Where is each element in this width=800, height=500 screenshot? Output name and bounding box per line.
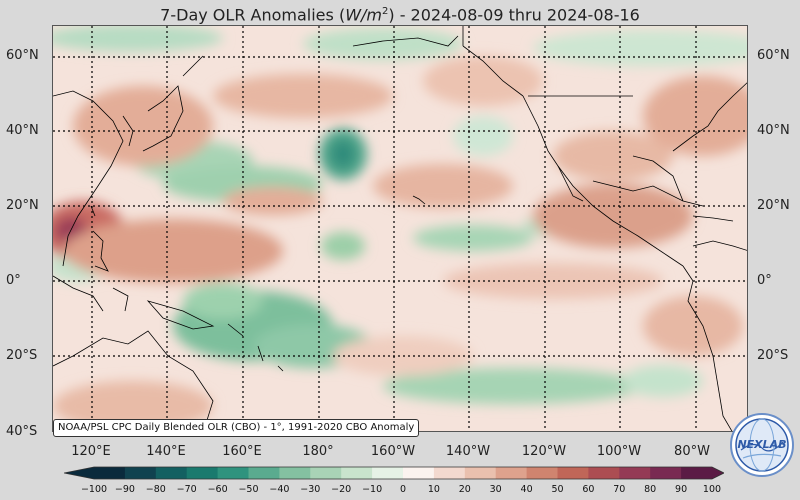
colorbar-tick-label: −60 xyxy=(207,484,228,495)
lat-label-eq-right: 0° xyxy=(757,273,772,288)
colorbar-tick-label: −20 xyxy=(331,484,352,495)
lon-label-180: 180° xyxy=(302,444,334,459)
anomaly-blobs xyxy=(53,26,747,431)
colorbar-segment xyxy=(526,467,558,479)
colorbar-tick-label: −50 xyxy=(238,484,259,495)
lat-label-40n-left: 40°N xyxy=(6,123,39,138)
colorbar-segment xyxy=(310,467,342,479)
colorbar-tick-label: 100 xyxy=(702,484,722,495)
lat-label-40n-right: 40°N xyxy=(757,123,790,138)
colorbar-tick-label: 20 xyxy=(458,484,471,495)
coastlines xyxy=(53,26,747,431)
colorbar-tick-label: −70 xyxy=(176,484,197,495)
colorbar-extend-high xyxy=(712,467,724,479)
lon-label-120w: 120°W xyxy=(521,444,567,459)
colorbar-tick-label: 80 xyxy=(644,484,657,495)
colorbar-segment xyxy=(588,467,620,479)
colorbar-tick-label: −10 xyxy=(362,484,383,495)
colorbar-tick-label: 0 xyxy=(399,484,407,495)
lon-label-120e: 120°E xyxy=(71,444,111,459)
lat-label-60n-right: 60°N xyxy=(757,48,790,63)
colorbar-tick-label: −80 xyxy=(145,484,166,495)
colorbar-segment xyxy=(279,467,311,479)
olr-anomaly-map xyxy=(52,25,748,432)
colorbar-tick-label: 90 xyxy=(675,484,688,495)
colorbar-segment xyxy=(372,467,404,479)
lat-label-20s-right: 20°S xyxy=(757,348,789,363)
colorbar-segment xyxy=(403,467,435,479)
colorbar-segment xyxy=(248,467,280,479)
colorbar-segment xyxy=(681,467,713,479)
lon-label-80w: 80°W xyxy=(674,444,710,459)
colorbar-tick-label: −100 xyxy=(80,484,108,495)
lat-label-60n-left: 60°N xyxy=(6,48,39,63)
colorbar-segment xyxy=(217,467,249,479)
colorbar-segment xyxy=(650,467,682,479)
nexlab-globe-logo: NEXLAB xyxy=(730,413,794,477)
colorbar-tick-label: 40 xyxy=(520,484,533,495)
lat-label-20s-left: 20°S xyxy=(6,348,38,363)
colorbar-extend-low xyxy=(64,467,94,479)
lat-label-eq-left: 0° xyxy=(6,273,21,288)
colorbar-tick-label: 30 xyxy=(489,484,502,495)
anomaly-field xyxy=(53,26,747,431)
map-title: 7-Day OLR Anomalies (W/m2) - 2024-08-09 … xyxy=(160,5,640,25)
colorbar-segment xyxy=(464,467,497,479)
colorbar-segment xyxy=(433,467,466,479)
colorbar-tick-label: −30 xyxy=(300,484,321,495)
colorbar-tick-label: −90 xyxy=(114,484,135,495)
colorbar-segment xyxy=(619,467,651,479)
lon-label-160w: 160°W xyxy=(370,444,416,459)
data-source-note: NOAA/PSL CPC Daily Blended OLR (CBO) - 1… xyxy=(53,419,420,437)
colorbar xyxy=(64,466,724,480)
lat-label-40s-left: 40°S xyxy=(6,424,38,439)
grid-lines xyxy=(53,26,747,431)
lon-label-100w: 100°W xyxy=(596,444,642,459)
colorbar-tick-label: −40 xyxy=(269,484,290,495)
lat-label-20n-left: 20°N xyxy=(6,198,39,213)
lat-label-20n-right: 20°N xyxy=(757,198,790,213)
lon-label-140e: 140°E xyxy=(146,444,186,459)
colorbar-tick-label: 50 xyxy=(551,484,564,495)
colorbar-tick-label: 10 xyxy=(427,484,440,495)
colorbar-segment xyxy=(341,467,373,479)
colorbar-segment xyxy=(94,467,126,479)
logo-text: NEXLAB xyxy=(737,438,786,451)
colorbar-tick-label: 70 xyxy=(613,484,626,495)
lon-label-140w: 140°W xyxy=(445,444,491,459)
lon-label-160e: 160°E xyxy=(222,444,262,459)
colorbar-segment xyxy=(495,467,528,479)
colorbar-segment xyxy=(124,467,157,479)
colorbar-segment xyxy=(186,467,219,479)
colorbar-outline xyxy=(64,466,724,480)
colorbar-segment xyxy=(155,467,188,479)
colorbar-segment xyxy=(557,467,589,479)
colorbar-tick-label: 60 xyxy=(582,484,595,495)
